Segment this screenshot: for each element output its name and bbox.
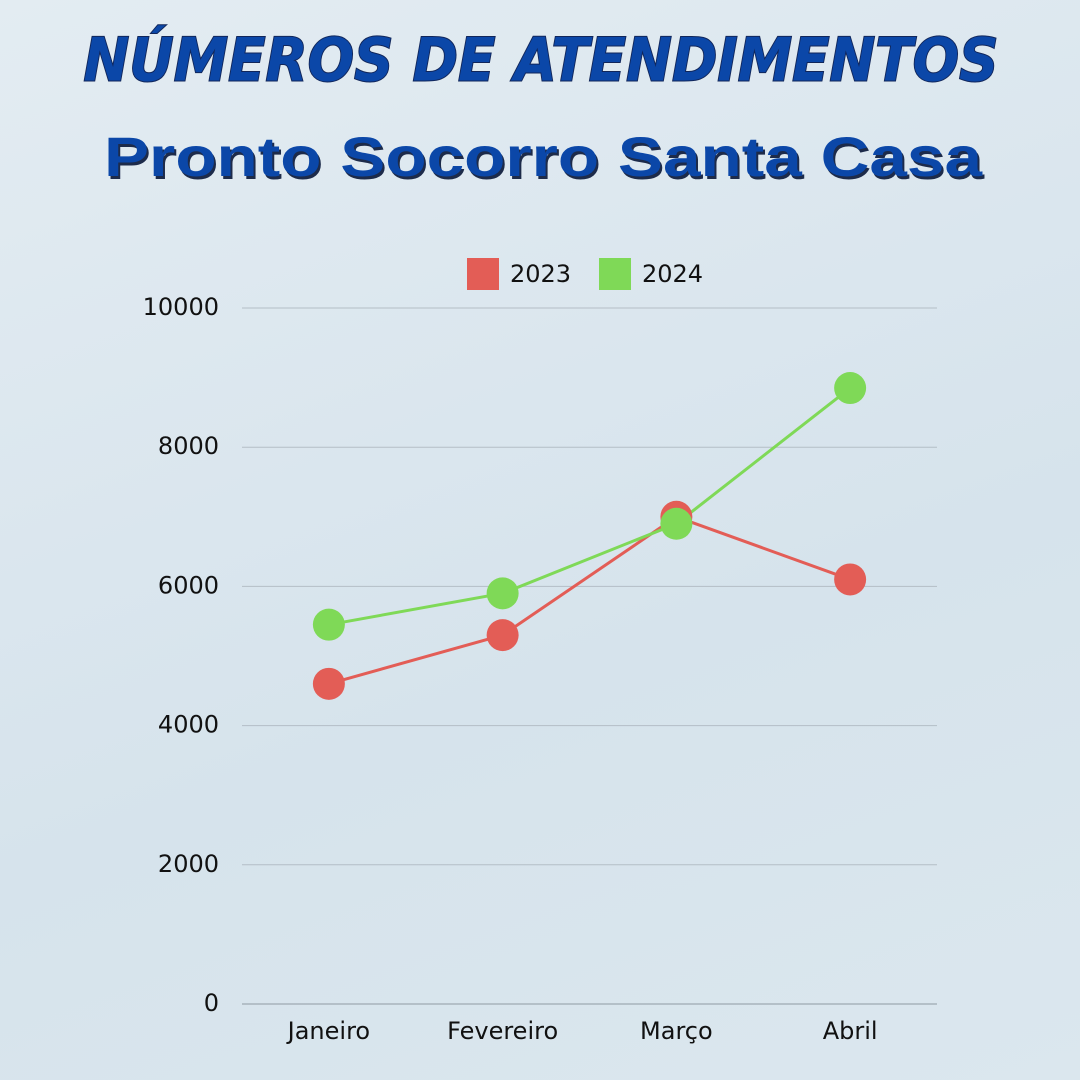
y-tick-label: 4000 <box>158 711 219 739</box>
y-tick-label: 6000 <box>158 571 219 599</box>
data-point <box>486 577 519 610</box>
legend-swatch <box>599 258 631 290</box>
chart-title: NÚMEROS DE ATENDIMENTOS <box>84 25 999 96</box>
series-line <box>328 386 852 627</box>
x-tick-label: Abril <box>823 1017 878 1045</box>
x-tick-label: Janeiro <box>286 1017 370 1045</box>
x-tick-label: Fevereiro <box>447 1017 558 1045</box>
legend-label: 2023 <box>510 260 571 288</box>
legend-label: 2024 <box>642 260 703 288</box>
y-tick-label: 2000 <box>158 850 219 878</box>
data-point <box>312 667 345 700</box>
x-tick-label: Março <box>640 1017 713 1045</box>
chart-subtitle: Pronto Socorro Santa Casa <box>104 125 983 188</box>
series-line <box>328 515 851 686</box>
legend-swatch <box>467 258 499 290</box>
y-tick-label: 0 <box>204 989 219 1017</box>
data-point <box>660 507 693 540</box>
data-point <box>834 563 867 596</box>
data-point <box>486 619 519 652</box>
y-tick-label: 8000 <box>158 432 219 460</box>
data-point <box>834 372 867 405</box>
y-tick-label: 10000 <box>143 293 219 321</box>
data-point <box>312 608 345 641</box>
